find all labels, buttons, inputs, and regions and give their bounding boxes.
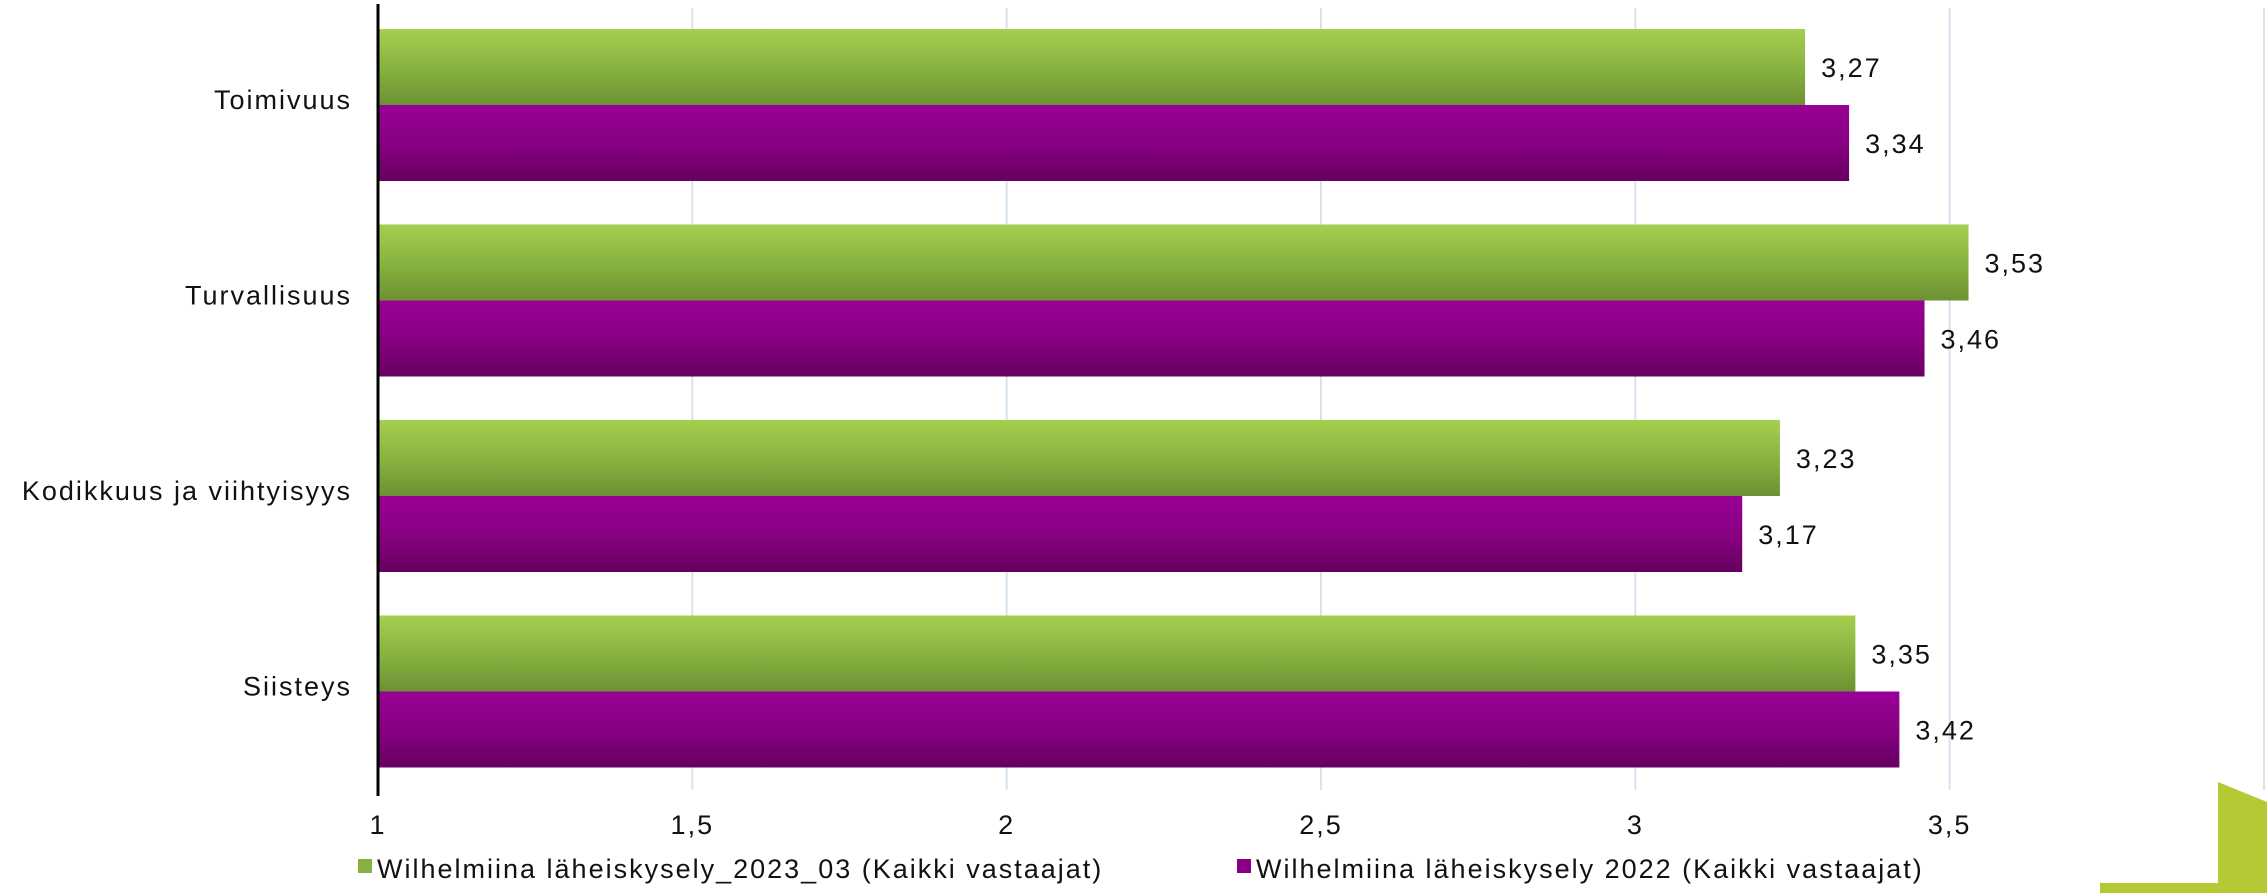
category-label: Kodikkuus ja viihtyisyys [22, 476, 352, 506]
category-label: Toimivuus [214, 85, 352, 115]
legend-swatch-2022 [1237, 859, 1251, 873]
legend-label: Wilhelmiina läheiskysely 2022 (Kaikki va… [1256, 854, 1924, 884]
data-label: 3,46 [1941, 325, 2002, 355]
data-label: 3,35 [1871, 640, 1932, 670]
x-tick-label: 3,5 [1928, 810, 1972, 840]
data-label: 3,42 [1915, 716, 1976, 746]
labels: 3,273,34Toimivuus3,533,46Turvallisuus3,2… [22, 53, 2265, 840]
legend-swatch-2023 [358, 859, 372, 873]
bar-2023 [378, 615, 1856, 692]
x-tick-label: 1,5 [671, 810, 715, 840]
legend-label: Wilhelmiina läheiskysely_2023_03 (Kaikki… [377, 854, 1103, 884]
x-tick-label: 2,5 [1299, 810, 1343, 840]
bars [378, 29, 1969, 768]
data-label: 3,23 [1796, 444, 1857, 474]
data-label: 3,17 [1758, 520, 1819, 550]
data-label: 3,34 [1865, 129, 1926, 159]
category-label: Siisteys [243, 672, 352, 702]
category-label: Turvallisuus [185, 281, 352, 311]
bar-2022 [378, 105, 1850, 181]
bar-2023 [378, 420, 1780, 496]
bar-2022 [378, 496, 1743, 572]
bar-2022 [378, 691, 1900, 768]
x-tick-label: 3 [1627, 810, 1644, 840]
corner-accent [2100, 782, 2267, 893]
legend: Wilhelmiina läheiskysely_2023_03 (Kaikki… [358, 854, 1924, 884]
bar-2023 [378, 29, 1806, 105]
bar-2022 [378, 300, 1925, 377]
bar-2023 [378, 224, 1969, 301]
data-label: 3,53 [1985, 249, 2046, 279]
corner-accent-shape [2100, 782, 2267, 893]
x-tick-label: 2 [998, 810, 1015, 840]
x-tick-label: 1 [369, 810, 386, 840]
data-label: 3,27 [1821, 53, 1882, 83]
